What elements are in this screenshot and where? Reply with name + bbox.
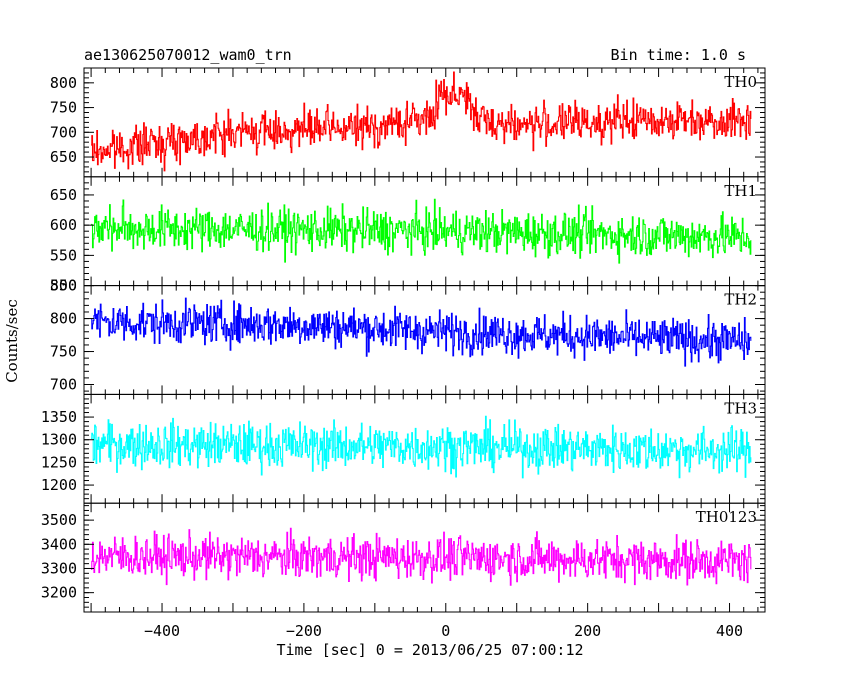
series-line-th3 bbox=[91, 415, 752, 479]
panel-frame bbox=[83, 502, 766, 613]
panel-label: TH3 bbox=[724, 399, 757, 417]
panel-th2: 700 750 800 850 TH2 bbox=[50, 277, 766, 395]
bin-time-label: Bin time: 1.0 s bbox=[611, 46, 746, 64]
series-line-th0 bbox=[91, 71, 752, 172]
panel-th1: 500 550 600 650 TH1 bbox=[50, 176, 766, 295]
y-tick-label: 3200 bbox=[41, 584, 77, 602]
y-tick-label: 650 bbox=[50, 148, 77, 166]
y-axis-label: Counts/sec bbox=[3, 299, 21, 383]
y-tick-label: 550 bbox=[50, 246, 77, 264]
y-tick-label: 700 bbox=[50, 123, 77, 141]
x-tick-label: −400 bbox=[144, 622, 180, 640]
series-line-th2 bbox=[91, 297, 752, 367]
panels-group: 650 700 750 800 TH0 500 550 600 650 TH1 700 750 800 8… bbox=[41, 67, 766, 640]
y-tick-label: 3400 bbox=[41, 535, 77, 553]
panel-label: TH1 bbox=[724, 182, 757, 200]
y-tick-label: 1200 bbox=[41, 476, 77, 494]
y-tick-label: 3300 bbox=[41, 559, 77, 577]
y-tick-label: 1250 bbox=[41, 453, 77, 471]
x-tick-label: 400 bbox=[716, 622, 743, 640]
y-tick-label: 800 bbox=[50, 74, 77, 92]
panel-th0123: 3200 3300 3400 3500 TH0123 bbox=[41, 502, 766, 613]
y-tick-label: 850 bbox=[50, 277, 77, 295]
y-tick-label: 1350 bbox=[41, 408, 77, 426]
y-tick-label: 600 bbox=[50, 216, 77, 234]
panel-label: TH0123 bbox=[696, 508, 757, 526]
x-tick-label: 200 bbox=[574, 622, 601, 640]
panel-th3: 1200 1250 1300 1350 TH3 bbox=[41, 393, 766, 504]
y-tick-label: 3500 bbox=[41, 511, 77, 529]
y-tick-label: 800 bbox=[50, 310, 77, 328]
panel-th0: 650 700 750 800 TH0 bbox=[50, 67, 766, 178]
y-tick-label: 750 bbox=[50, 343, 77, 361]
y-tick-label: 1300 bbox=[41, 431, 77, 449]
y-tick-label: 750 bbox=[50, 99, 77, 117]
panel-label: TH2 bbox=[724, 291, 757, 309]
y-tick-label: 700 bbox=[50, 376, 77, 394]
series-line-th1 bbox=[91, 198, 752, 264]
chart-title: ae130625070012_wam0_trn bbox=[84, 46, 292, 64]
panel-label: TH0 bbox=[724, 73, 757, 91]
x-tick-label: −200 bbox=[286, 622, 322, 640]
y-tick-label: 650 bbox=[50, 186, 77, 204]
x-tick-label: 0 bbox=[441, 622, 450, 640]
y-tick-label: 500 bbox=[50, 277, 77, 295]
x-axis-label: Time [sec] 0 = 2013/06/25 07:00:12 bbox=[276, 641, 583, 659]
series-line-th0123 bbox=[91, 527, 752, 586]
